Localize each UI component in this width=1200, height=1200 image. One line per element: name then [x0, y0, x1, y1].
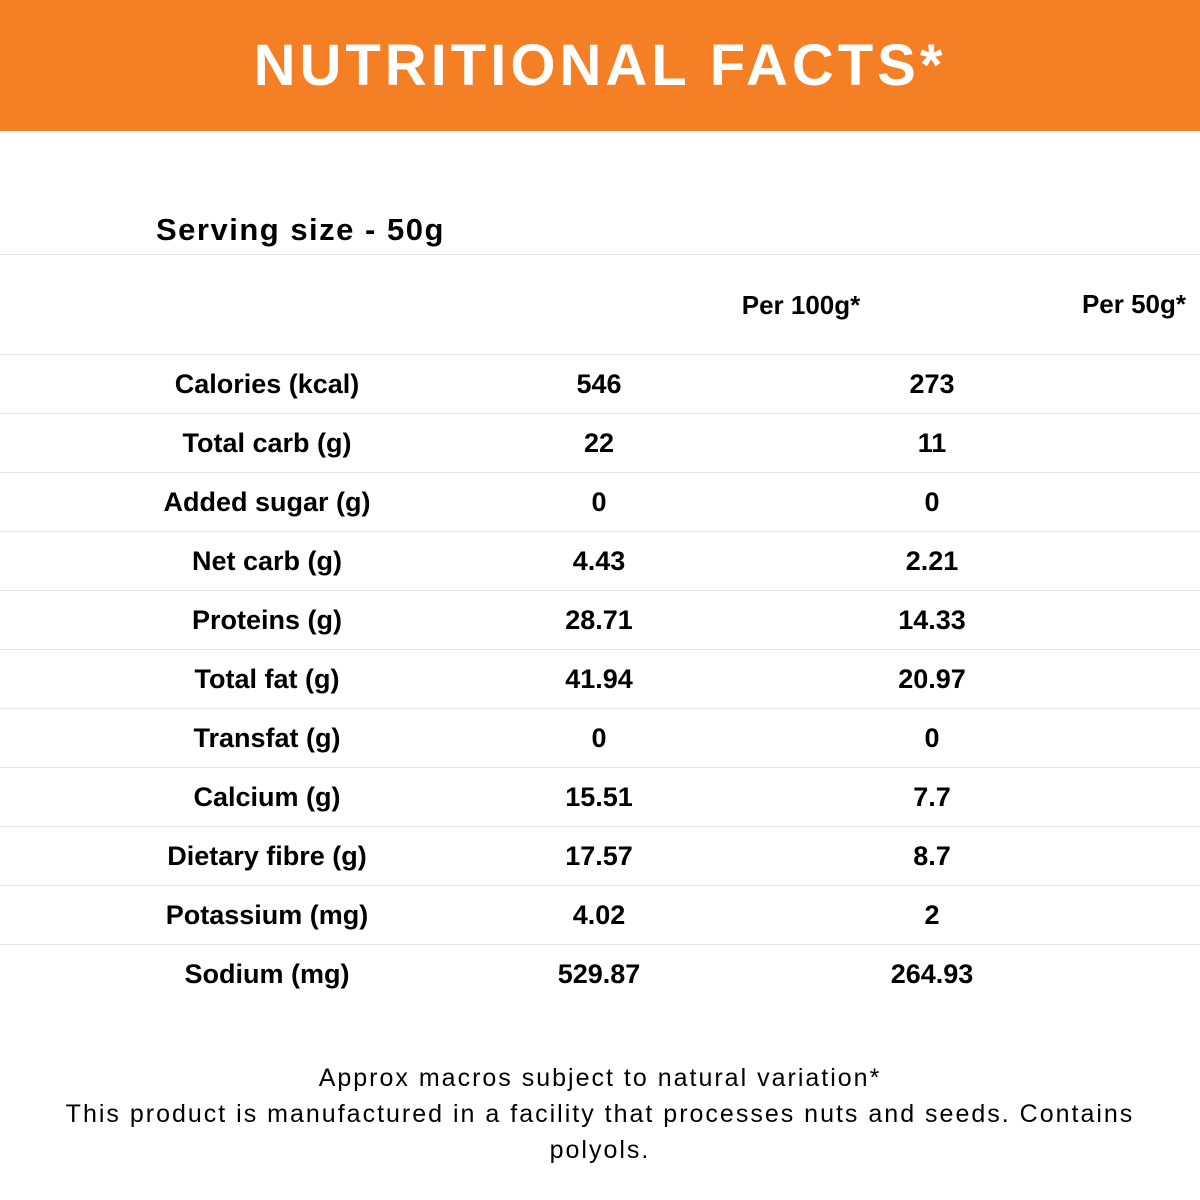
value-per-50g: 273: [909, 368, 955, 399]
table-row: Potassium (mg) 4.02 2: [0, 886, 1200, 945]
nutrient-name: Dietary fibre (g): [167, 840, 367, 871]
table-body: Calories (kcal) 546 273 Total carb (g) 22 11 A…: [0, 355, 1200, 1003]
nutrient-name: Sodium (mg): [184, 958, 350, 989]
value-per-50g: 14.33: [898, 604, 966, 635]
table-row: Sodium (mg) 529.87 264.93: [0, 945, 1200, 1003]
nutrient-name: Total fat (g): [194, 663, 340, 694]
value-per-100g: 15.51: [565, 781, 633, 812]
column-header-per-100g-wrap: Per 100g*: [534, 285, 1068, 325]
header-banner: NUTRITIONAL FACTS*: [0, 0, 1200, 131]
value-per-50g: 2: [924, 899, 940, 930]
value-per-100g: 546: [576, 368, 622, 399]
nutrient-name: Net carb (g): [191, 545, 343, 576]
footer-note-variation: Approx macros subject to natural variati…: [318, 1064, 882, 1092]
serving-size-label: Serving size - 50g: [156, 212, 445, 247]
nutrient-name: Total carb (g): [182, 427, 352, 458]
nutrient-name: Transfat (g): [193, 722, 341, 753]
value-per-50g: 0: [924, 486, 940, 517]
value-per-50g: 20.97: [898, 663, 966, 694]
value-per-100g: 4.43: [572, 545, 626, 576]
column-header-per-100g: Per 100g*: [741, 289, 861, 320]
footer-note-allergen: This product is manufactured in a facili…: [65, 1100, 1135, 1164]
value-per-50g: 11: [917, 427, 947, 458]
value-per-100g: 0: [591, 486, 607, 517]
value-per-50g: 7.7: [913, 781, 951, 812]
value-per-100g: 22: [583, 427, 615, 458]
table-row: Net carb (g) 4.43 2.21: [0, 532, 1200, 591]
nutrient-name: Potassium (mg): [165, 899, 369, 930]
table-row: Calcium (g) 15.51 7.7: [0, 768, 1200, 827]
table-header-row: Per 100g* Per 50g*: [0, 255, 1200, 355]
value-per-50g: 264.93: [890, 958, 974, 989]
column-header-per-50g: Per 50g*: [1081, 289, 1187, 319]
table-row: Dietary fibre (g) 17.57 8.7: [0, 827, 1200, 886]
value-per-50g: 0: [924, 722, 940, 753]
nutrient-name: Calories (kcal): [174, 368, 360, 399]
table-row: Calories (kcal) 546 273: [0, 355, 1200, 414]
table-row: Total carb (g) 22 11: [0, 414, 1200, 473]
table-row: Proteins (g) 28.71 14.33: [0, 591, 1200, 650]
page-title: NUTRITIONAL FACTS*: [253, 33, 947, 98]
value-per-50g: 2.21: [905, 545, 959, 576]
table-row: Transfat (g) 0 0: [0, 709, 1200, 768]
nutrient-name: Added sugar (g): [163, 486, 371, 517]
value-per-100g: 4.02: [572, 899, 626, 930]
value-per-100g: 0: [591, 722, 607, 753]
nutrient-name: Calcium (g): [193, 781, 341, 812]
value-per-100g: 28.71: [565, 604, 633, 635]
value-per-100g: 529.87: [557, 958, 641, 989]
nutrient-name: Proteins (g): [191, 604, 342, 635]
value-per-100g: 17.57: [565, 840, 633, 871]
value-per-100g: 41.94: [565, 663, 633, 694]
nutrition-table: Per 100g* Per 50g* Calories (kcal) 546 273…: [0, 254, 1200, 1003]
value-per-50g: 8.7: [913, 840, 951, 871]
table-row: Added sugar (g) 0 0: [0, 473, 1200, 532]
footer-notes: Approx macros subject to natural variati…: [0, 1060, 1200, 1168]
table-row: Total fat (g) 41.94 20.97: [0, 650, 1200, 709]
